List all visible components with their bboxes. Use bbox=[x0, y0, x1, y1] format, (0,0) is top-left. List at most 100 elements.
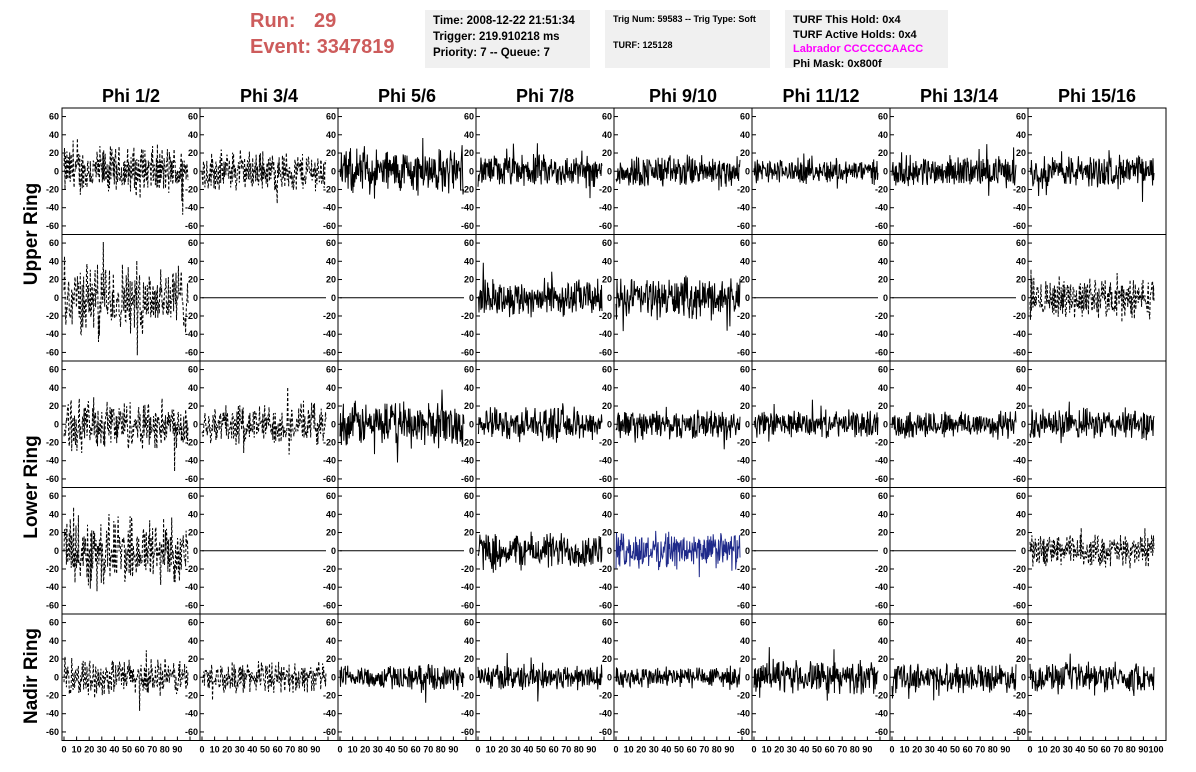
xtick-label: 40 bbox=[661, 745, 671, 755]
ytick-label: 60 bbox=[49, 618, 59, 628]
ytick-label: -60 bbox=[875, 727, 888, 737]
waveform-line bbox=[477, 531, 603, 573]
ytick-label: -60 bbox=[737, 347, 750, 357]
xtick-label: 50 bbox=[260, 745, 270, 755]
ytick-label: -40 bbox=[1013, 203, 1026, 213]
ytick-label: 20 bbox=[49, 401, 59, 411]
ytick-label: -40 bbox=[737, 582, 750, 592]
ytick-label: 60 bbox=[188, 618, 198, 628]
ytick-label: 20 bbox=[1016, 528, 1026, 538]
xtick-label: 0 bbox=[889, 745, 894, 755]
panel-r0-c2: -60 -40 -20 0 20 40 60 bbox=[323, 107, 477, 235]
panel-r1-c6: -60 -40 -20 0 20 40 60 bbox=[875, 234, 1029, 362]
ytick-label: 40 bbox=[464, 130, 474, 140]
xtick-label: 20 bbox=[774, 745, 784, 755]
xtick-label: 70 bbox=[285, 745, 295, 755]
ytick-label: 20 bbox=[326, 401, 336, 411]
ytick-label: 20 bbox=[878, 401, 888, 411]
ytick-label: 60 bbox=[740, 365, 750, 375]
ytick-label: -60 bbox=[1013, 347, 1026, 357]
ytick-label: -40 bbox=[323, 709, 336, 719]
ytick-label: 40 bbox=[188, 636, 198, 646]
ytick-label: -20 bbox=[875, 437, 888, 447]
xtick-label: 90 bbox=[172, 745, 182, 755]
xtick-label: 60 bbox=[825, 745, 835, 755]
xtick-label: 80 bbox=[712, 745, 722, 755]
ytick-label: 60 bbox=[464, 491, 474, 501]
panel-r1-c5: -60 -40 -20 0 20 40 60 bbox=[737, 234, 891, 362]
ytick-label: -20 bbox=[737, 564, 750, 574]
column-header: Phi 1/2 bbox=[101, 86, 161, 106]
panel-r4-c6: -60 -40 -20 0 20 40 60 bbox=[875, 613, 1029, 741]
ytick-label: 40 bbox=[49, 130, 59, 140]
ytick-label: 0 bbox=[331, 672, 336, 682]
column-header: Phi 3/4 bbox=[239, 86, 299, 106]
waveform-line bbox=[477, 143, 603, 199]
xtick-label: 70 bbox=[561, 745, 571, 755]
waveform-line bbox=[201, 387, 327, 455]
ytick-label: 0 bbox=[193, 166, 198, 176]
ytick-label: -20 bbox=[1013, 690, 1026, 700]
ytick-label: 40 bbox=[602, 509, 612, 519]
ytick-label: 0 bbox=[193, 293, 198, 303]
ytick-label: 40 bbox=[326, 130, 336, 140]
ytick-label: 20 bbox=[326, 528, 336, 538]
xtick-label: 10 bbox=[486, 745, 496, 755]
xtick-label: 80 bbox=[160, 745, 170, 755]
ytick-label: -40 bbox=[875, 329, 888, 339]
column-header: Phi 7/8 bbox=[515, 86, 575, 106]
ytick-label: 0 bbox=[469, 293, 474, 303]
ytick-label: 60 bbox=[878, 365, 888, 375]
ytick-label: 40 bbox=[602, 130, 612, 140]
ytick-label: -40 bbox=[737, 456, 750, 466]
xtick-label: 90 bbox=[310, 745, 320, 755]
ytick-label: -20 bbox=[461, 184, 474, 194]
ytick-label: -40 bbox=[737, 709, 750, 719]
ytick-label: -60 bbox=[323, 727, 336, 737]
xtick-label: 20 bbox=[636, 745, 646, 755]
ytick-label: 60 bbox=[602, 112, 612, 122]
ytick-label: -40 bbox=[875, 203, 888, 213]
waveform-line bbox=[891, 662, 1017, 701]
ytick-label: 40 bbox=[602, 636, 612, 646]
ytick-label: 60 bbox=[464, 112, 474, 122]
ytick-label: -20 bbox=[1013, 184, 1026, 194]
column-header: Phi 11/12 bbox=[782, 86, 860, 106]
ytick-label: -60 bbox=[185, 221, 198, 231]
ytick-label: 60 bbox=[326, 238, 336, 248]
ytick-label: -60 bbox=[875, 347, 888, 357]
event-value: 3347819 bbox=[316, 36, 395, 58]
ytick-label: -20 bbox=[185, 690, 198, 700]
ytick-label: -20 bbox=[46, 184, 59, 194]
ytick-label: 20 bbox=[49, 275, 59, 285]
ytick-label: -40 bbox=[1013, 709, 1026, 719]
ytick-label: 0 bbox=[1021, 419, 1026, 429]
panel-r4-c4: -60 -40 -20 0 20 40 60 bbox=[599, 613, 753, 741]
panel-r1-c0: -60 -40 -20 0 20 40 60 bbox=[46, 234, 201, 362]
panel-r0-c0: -60 -40 -20 0 20 40 60 bbox=[46, 107, 201, 235]
xtick-label: 0 bbox=[199, 745, 204, 755]
ytick-label: -20 bbox=[461, 311, 474, 321]
panel-r4-c5: -60 -40 -20 0 20 40 60 bbox=[737, 613, 891, 741]
ytick-label: 20 bbox=[188, 148, 198, 158]
ytick-label: 60 bbox=[602, 491, 612, 501]
ytick-label: -20 bbox=[599, 184, 612, 194]
xtick-label: 20 bbox=[360, 745, 370, 755]
xtick-label: 10 bbox=[72, 745, 82, 755]
ytick-label: 0 bbox=[54, 166, 59, 176]
ytick-label: -20 bbox=[461, 564, 474, 574]
xtick-label: 40 bbox=[523, 745, 533, 755]
panel-r1-c2: -60 -40 -20 0 20 40 60 bbox=[323, 234, 477, 362]
ytick-label: 0 bbox=[54, 672, 59, 682]
ytick-label: 60 bbox=[464, 238, 474, 248]
ytick-label: 20 bbox=[1016, 275, 1026, 285]
panel-r0-c1: -60 -40 -20 0 20 40 60 bbox=[185, 107, 339, 235]
xtick-label: 50 bbox=[812, 745, 822, 755]
waveform-line bbox=[1029, 527, 1155, 569]
ytick-label: 20 bbox=[602, 528, 612, 538]
ytick-label: 20 bbox=[1016, 148, 1026, 158]
ytick-label: -60 bbox=[185, 474, 198, 484]
waveform-line bbox=[615, 154, 741, 191]
ytick-label: 0 bbox=[469, 672, 474, 682]
ytick-label: -40 bbox=[875, 456, 888, 466]
